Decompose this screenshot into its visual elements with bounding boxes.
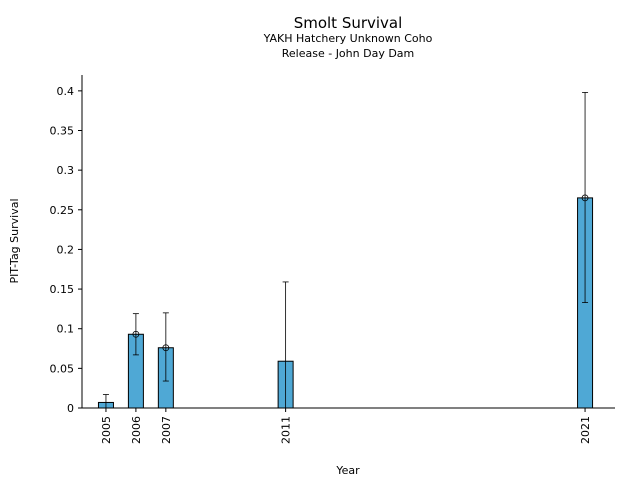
y-tick-label: 0.4: [57, 85, 75, 98]
y-tick-label: 0.05: [50, 362, 75, 375]
y-tick-label: 0.3: [57, 164, 75, 177]
y-tick-label: 0.2: [57, 243, 75, 256]
x-axis-label: Year: [335, 464, 360, 477]
y-axis-label: PIT-Tag Survival: [8, 198, 21, 283]
chart-subtitle-line2: Release - John Day Dam: [282, 47, 415, 60]
point-marker: [581, 194, 589, 202]
x-tick-label: 2006: [130, 416, 143, 444]
y-tick-label: 0: [67, 402, 74, 415]
x-tick-label: 2021: [579, 416, 592, 444]
x-tick-label: 2011: [280, 416, 293, 444]
x-tick-label: 2005: [100, 416, 113, 444]
y-tick-label: 0.25: [50, 204, 75, 217]
chart-title: Smolt Survival: [294, 14, 403, 32]
x-tick-label: 2007: [160, 416, 173, 444]
y-tick-label: 0.1: [57, 323, 75, 336]
plot-area: 0 0.05 0.1 0.15 0.2 0.25 0.3 0.35 0.4 2005 2006 200…: [50, 75, 615, 444]
point-marker: [162, 344, 170, 352]
y-tick-label: 0.35: [50, 125, 75, 138]
chart-subtitle-line1: YAKH Hatchery Unknown Coho: [263, 32, 433, 45]
point-marker: [132, 330, 140, 338]
y-tick-label: 0.15: [50, 283, 75, 296]
